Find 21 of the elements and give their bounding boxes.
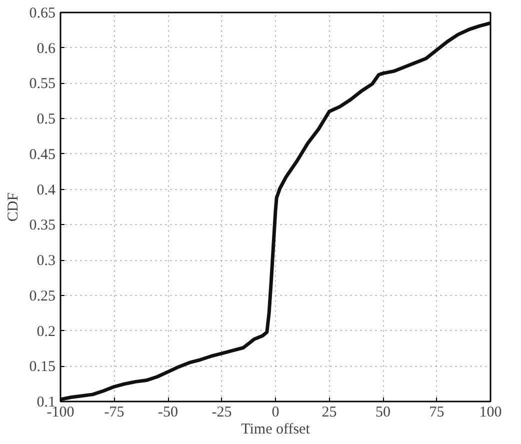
y-tick-label: 0.6: [36, 40, 56, 57]
x-tick-label: 75: [429, 404, 444, 420]
x-tick-label: -25: [212, 404, 232, 420]
y-tick-label: 0.65: [29, 6, 56, 22]
x-tick-label: 0: [272, 404, 280, 420]
y-axis-title: CDF: [5, 192, 22, 222]
y-tick-label: 0.45: [29, 146, 56, 163]
y-tick-label: 0.5: [36, 112, 56, 128]
y-tick-label: 0.35: [29, 218, 56, 234]
y-tick-label: 0.2: [36, 324, 56, 340]
y-tick-label: 0.55: [29, 76, 56, 92]
y-tick-label: 0.3: [36, 253, 56, 270]
x-axis-title: Time offset: [241, 422, 311, 438]
x-tick-label: -75: [104, 404, 124, 420]
y-tick-label: 0.25: [29, 288, 56, 304]
x-tick-label: 100: [479, 404, 502, 420]
x-tick-label: -50: [158, 404, 178, 420]
y-tick-label: 0.4: [36, 182, 56, 198]
x-tick-label: 50: [376, 404, 390, 420]
x-tick-label: 25: [322, 404, 337, 420]
y-tick-label: 0.15: [29, 359, 56, 376]
